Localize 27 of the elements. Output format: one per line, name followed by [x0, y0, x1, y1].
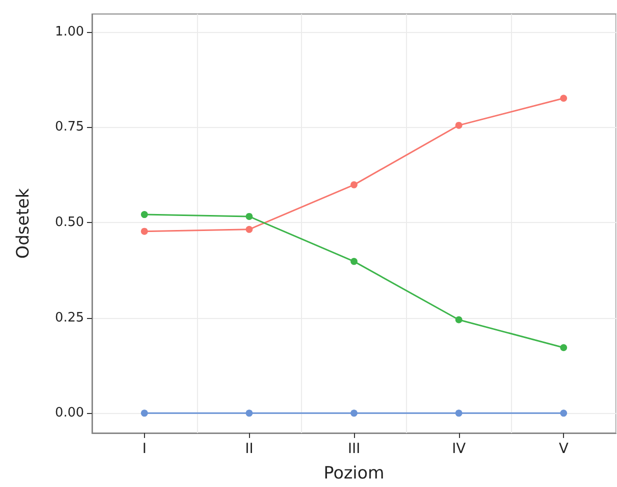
point: [246, 212, 253, 220]
y-tick-label: 0.25: [55, 310, 84, 326]
point: [560, 94, 568, 102]
x-axis-title: Poziom: [324, 464, 384, 484]
point: [246, 410, 253, 417]
y-tick-label: 0.75: [55, 120, 84, 135]
x-tick-label: III: [348, 441, 360, 457]
y-tick-label: 0.00: [55, 406, 84, 421]
x-tick-label: V: [558, 441, 569, 457]
point: [455, 316, 462, 324]
point: [140, 410, 148, 417]
point: [140, 228, 148, 235]
x-tick-label: IV: [452, 441, 466, 457]
point: [350, 258, 358, 265]
point: [350, 410, 358, 417]
point: [140, 211, 148, 218]
x-tick-label: II: [245, 441, 254, 457]
point: [246, 226, 253, 233]
y-tick-label: 1.00: [55, 24, 84, 40]
point: [455, 410, 462, 417]
y-axis-title: Odsetek: [14, 188, 34, 259]
point: [455, 122, 462, 129]
point: [350, 181, 358, 188]
point: [560, 410, 568, 417]
y-tick-label: 0.50: [55, 215, 84, 230]
x-tick-label: I: [142, 441, 146, 457]
point: [560, 344, 568, 352]
